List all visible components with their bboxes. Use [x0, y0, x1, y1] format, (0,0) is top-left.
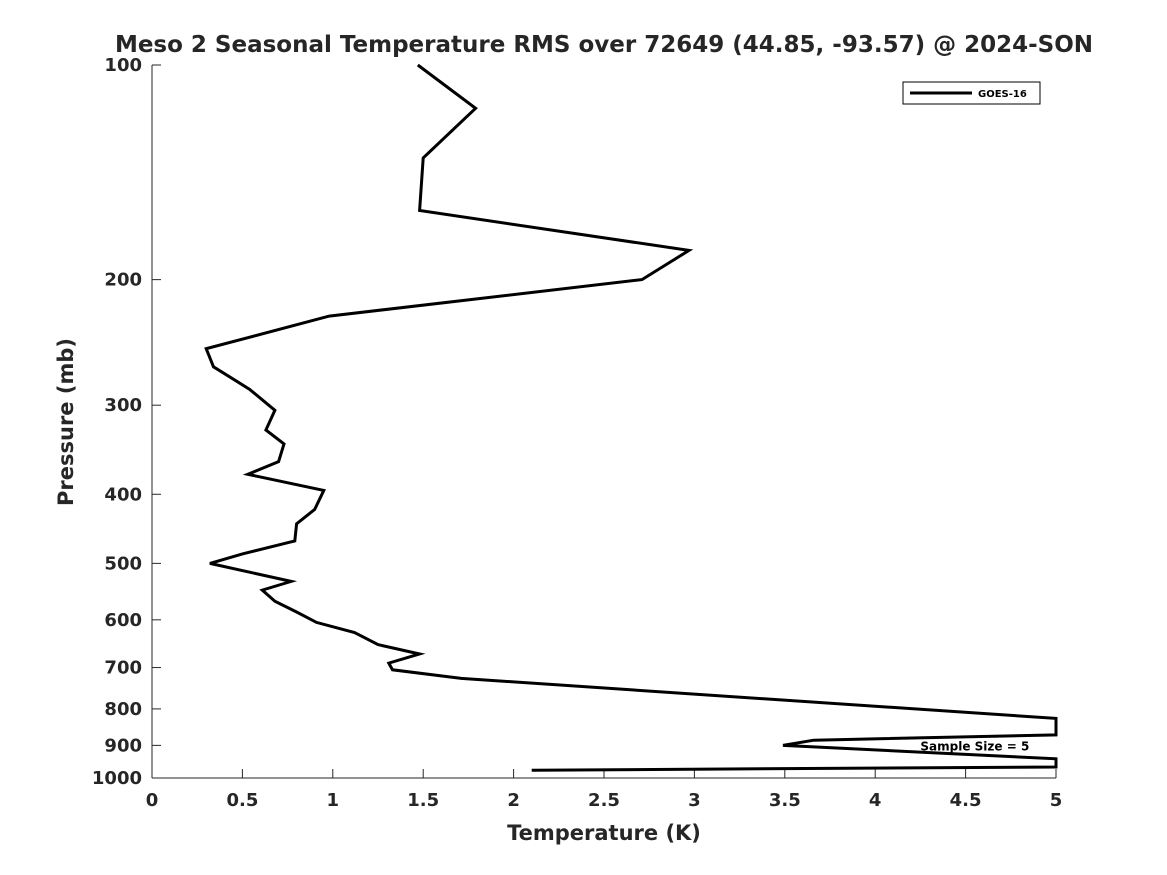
x-axis: 0 0.5 1 1.5 2 2.5 3 3.5 4 4.5 5: [146, 769, 1063, 811]
x-tick-label: 2: [507, 790, 520, 811]
y-axis-label: Pressure (mb): [54, 338, 78, 506]
y-axis: 100 200 300 400 500 600 700 800 900 1000: [92, 55, 161, 789]
y-tick-label: 700: [104, 658, 142, 679]
y-tick-label: 200: [104, 270, 142, 291]
series-line-goes-16: [204, 63, 1058, 772]
x-tick-label: 1: [327, 790, 340, 811]
sample-size-annotation: Sample Size = 5: [920, 739, 1029, 753]
x-tick-label: 2.5: [588, 790, 620, 811]
x-tick-label: 5: [1050, 790, 1063, 811]
y-tick-label: 900: [104, 735, 142, 756]
x-tick-label: 3.5: [769, 790, 801, 811]
series-layer: [204, 63, 1058, 772]
y-tick-label: 500: [104, 553, 142, 574]
y-tick-label: 300: [104, 395, 142, 416]
y-tick-label: 800: [104, 699, 142, 720]
plot-area: [152, 65, 1056, 778]
x-tick-label: 0: [146, 790, 159, 811]
x-tick-label: 1.5: [407, 790, 439, 811]
x-axis-label: Temperature (K): [507, 821, 701, 845]
y-tick-label: 600: [104, 610, 142, 631]
y-tick-label: 1000: [92, 768, 142, 789]
legend-label-goes-16: GOES-16: [978, 89, 1027, 100]
x-tick-label: 4.5: [950, 790, 982, 811]
chart-title: Meso 2 Seasonal Temperature RMS over 726…: [115, 32, 1093, 58]
x-tick-label: 3: [688, 790, 701, 811]
y-tick-label: 400: [104, 484, 142, 505]
y-tick-label: 100: [104, 55, 142, 76]
x-tick-label: 4: [869, 790, 882, 811]
x-tick-label: 0.5: [226, 790, 258, 811]
legend: GOES-16: [902, 81, 1041, 105]
